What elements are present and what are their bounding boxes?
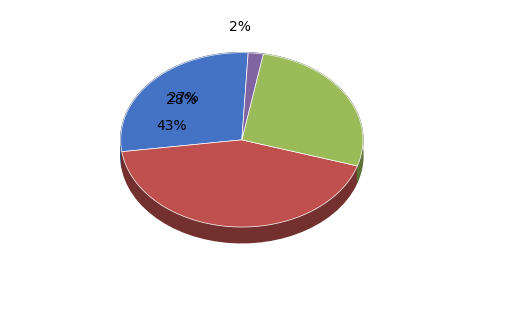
Polygon shape	[122, 152, 357, 243]
Polygon shape	[263, 54, 363, 182]
Polygon shape	[242, 53, 263, 140]
Polygon shape	[121, 53, 248, 152]
Text: 27%: 27%	[167, 91, 198, 105]
Polygon shape	[122, 140, 357, 227]
Text: 28%: 28%	[166, 93, 197, 107]
Polygon shape	[121, 53, 248, 167]
Polygon shape	[248, 53, 263, 70]
Text: 2%: 2%	[229, 20, 251, 34]
Text: 43%: 43%	[157, 119, 187, 133]
Polygon shape	[242, 54, 363, 166]
